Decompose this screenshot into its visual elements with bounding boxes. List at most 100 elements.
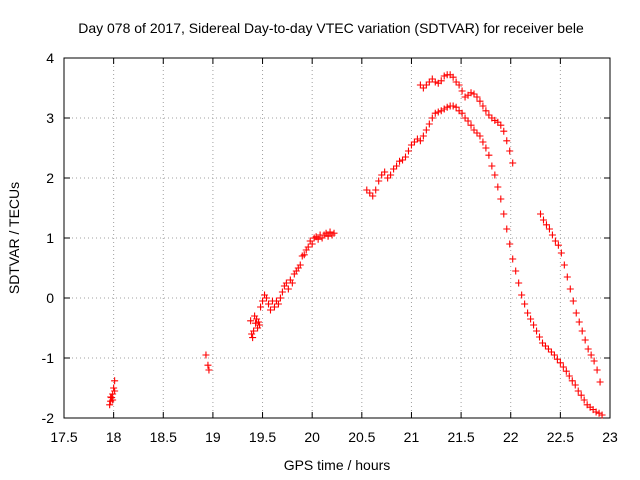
y-tick-label: 1 xyxy=(46,230,54,246)
x-tick-label: 22 xyxy=(503,429,519,445)
data-point xyxy=(494,118,502,126)
data-point xyxy=(419,132,427,140)
x-tick-label: 21.5 xyxy=(447,429,474,445)
data-point xyxy=(276,294,284,302)
data-point xyxy=(390,165,398,173)
data-point xyxy=(533,327,541,335)
data-point xyxy=(284,285,292,293)
data-point xyxy=(330,229,338,237)
data-point xyxy=(250,327,258,335)
data-point xyxy=(574,387,582,395)
data-point xyxy=(580,396,588,404)
data-point xyxy=(461,114,469,122)
x-tick-label: 23 xyxy=(602,429,618,445)
data-point xyxy=(458,87,466,95)
data-point xyxy=(479,138,487,146)
data-point xyxy=(455,81,463,89)
data-point xyxy=(470,126,478,134)
data-point xyxy=(249,334,257,342)
data-point xyxy=(479,102,487,110)
series-track-c xyxy=(202,351,213,374)
data-point xyxy=(587,351,595,359)
data-point xyxy=(482,107,490,115)
data-point xyxy=(506,147,514,155)
data-point xyxy=(547,348,555,356)
data-point xyxy=(363,186,371,194)
data-point xyxy=(536,333,544,341)
data-point xyxy=(110,384,118,392)
data-point xyxy=(109,396,117,404)
data-point xyxy=(452,103,460,111)
series-track-b xyxy=(107,387,119,404)
data-point xyxy=(304,243,312,251)
data-point xyxy=(473,93,481,101)
y-tick-label: 4 xyxy=(46,50,54,66)
data-point xyxy=(512,267,520,275)
data-point xyxy=(562,367,570,375)
data-point xyxy=(449,102,457,110)
axis-ticks xyxy=(63,57,611,419)
data-point xyxy=(590,357,598,365)
series-track-g xyxy=(537,210,604,386)
data-point xyxy=(265,300,273,308)
data-point xyxy=(375,177,383,185)
data-point xyxy=(550,351,558,359)
data-point xyxy=(263,294,271,302)
data-point xyxy=(593,366,601,374)
data-point xyxy=(282,279,290,287)
x-tick-label: 20.5 xyxy=(348,429,375,445)
data-point xyxy=(410,138,418,146)
data-point xyxy=(440,72,448,80)
data-point xyxy=(518,291,526,299)
data-point xyxy=(378,171,386,179)
data-point xyxy=(314,235,322,243)
data-point xyxy=(404,147,412,155)
data-point xyxy=(458,109,466,117)
data-point xyxy=(300,251,308,259)
data-point xyxy=(252,319,260,327)
data-point xyxy=(419,84,427,92)
data-point xyxy=(407,141,415,149)
data-point xyxy=(565,372,573,380)
data-point xyxy=(106,401,114,409)
data-point xyxy=(506,240,514,248)
data-point xyxy=(425,78,433,86)
data-point xyxy=(428,75,436,83)
data-point xyxy=(521,300,529,308)
data-point xyxy=(255,318,263,326)
data-point xyxy=(324,232,332,240)
data-point xyxy=(571,381,579,389)
data-point xyxy=(556,359,564,367)
data-point xyxy=(428,114,436,122)
data-point xyxy=(509,159,517,167)
data-point xyxy=(416,81,424,89)
data-point xyxy=(387,171,395,179)
data-point xyxy=(449,73,457,81)
data-point xyxy=(548,231,556,239)
data-point xyxy=(452,78,460,86)
data-point xyxy=(270,303,278,311)
data-markers xyxy=(106,71,606,419)
data-point xyxy=(256,321,264,329)
data-point xyxy=(111,387,119,395)
data-point xyxy=(500,210,508,218)
data-point xyxy=(596,378,604,386)
data-point xyxy=(485,111,493,119)
data-point xyxy=(557,249,565,257)
y-tick-label: 3 xyxy=(46,110,54,126)
x-tick-label: 18 xyxy=(106,429,122,445)
data-point xyxy=(431,109,439,117)
data-point xyxy=(497,121,505,129)
data-point xyxy=(569,297,577,305)
data-point xyxy=(503,225,511,233)
x-tick-label: 17.5 xyxy=(50,429,77,445)
data-point xyxy=(568,377,576,385)
data-point xyxy=(437,77,445,85)
data-point xyxy=(491,171,499,179)
data-point xyxy=(401,153,409,161)
data-point xyxy=(488,162,496,170)
data-point xyxy=(500,127,508,135)
data-point xyxy=(288,279,296,287)
data-point xyxy=(467,89,475,97)
